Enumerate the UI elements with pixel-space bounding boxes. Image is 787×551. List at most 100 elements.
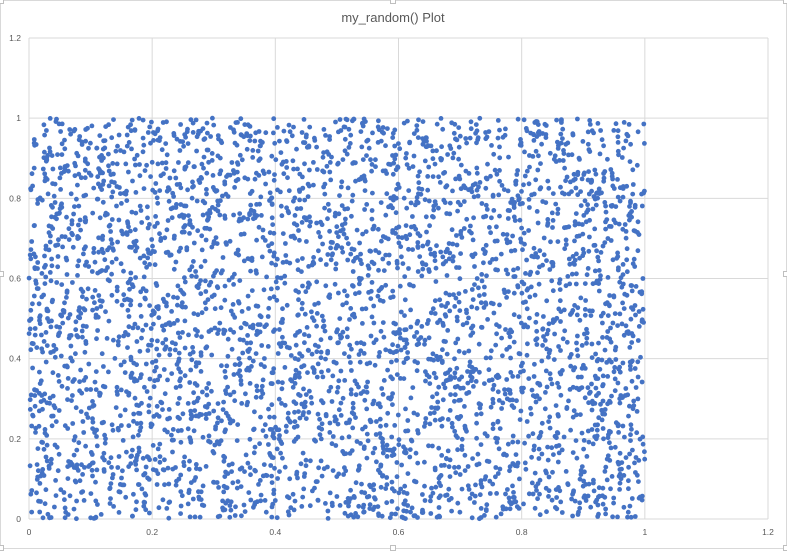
scatter-point[interactable]: [464, 216, 470, 222]
scatter-point[interactable]: [259, 343, 265, 348]
scatter-point[interactable]: [94, 196, 100, 202]
scatter-point[interactable]: [269, 215, 275, 221]
scatter-point[interactable]: [259, 254, 265, 260]
scatter-point[interactable]: [336, 378, 342, 384]
scatter-point[interactable]: [77, 478, 83, 484]
scatter-point[interactable]: [260, 428, 266, 433]
scatter-point[interactable]: [523, 466, 529, 472]
scatter-point[interactable]: [314, 167, 320, 172]
scatter-point[interactable]: [239, 401, 245, 406]
scatter-point[interactable]: [166, 481, 172, 487]
scatter-point[interactable]: [275, 125, 280, 130]
scatter-point[interactable]: [161, 367, 167, 372]
scatter-point[interactable]: [566, 398, 571, 404]
scatter-point[interactable]: [415, 428, 420, 433]
scatter-point[interactable]: [256, 173, 262, 178]
scatter-point[interactable]: [383, 347, 389, 353]
scatter-point[interactable]: [348, 132, 354, 138]
scatter-point[interactable]: [178, 376, 183, 382]
scatter-point[interactable]: [408, 324, 414, 330]
scatter-point[interactable]: [106, 151, 111, 157]
scatter-point[interactable]: [161, 327, 167, 333]
scatter-point[interactable]: [57, 165, 63, 171]
scatter-point[interactable]: [463, 168, 469, 174]
scatter-point[interactable]: [612, 444, 618, 450]
scatter-point[interactable]: [615, 267, 621, 273]
scatter-point[interactable]: [44, 400, 50, 406]
scatter-point[interactable]: [385, 367, 390, 373]
scatter-point[interactable]: [364, 406, 370, 412]
scatter-point[interactable]: [462, 452, 468, 458]
scatter-point[interactable]: [325, 348, 331, 354]
scatter-point[interactable]: [550, 263, 556, 269]
scatter-point[interactable]: [337, 316, 343, 321]
scatter-point[interactable]: [65, 397, 70, 402]
scatter-point[interactable]: [366, 145, 372, 151]
scatter-point[interactable]: [581, 213, 587, 218]
scatter-point[interactable]: [495, 135, 501, 141]
scatter-point[interactable]: [438, 116, 444, 121]
scatter-point[interactable]: [76, 258, 82, 264]
scatter-point[interactable]: [303, 215, 308, 221]
scatter-point[interactable]: [191, 400, 197, 406]
scatter-point[interactable]: [558, 348, 563, 353]
scatter-point[interactable]: [514, 463, 520, 469]
scatter-point[interactable]: [515, 374, 521, 379]
scatter-point[interactable]: [57, 175, 63, 181]
scatter-point[interactable]: [394, 261, 400, 266]
scatter-point[interactable]: [601, 436, 606, 442]
scatter-point[interactable]: [495, 419, 501, 425]
scatter-point[interactable]: [423, 262, 429, 268]
scatter-point[interactable]: [383, 422, 389, 428]
scatter-point[interactable]: [396, 141, 401, 147]
scatter-point[interactable]: [222, 507, 228, 513]
scatter-point[interactable]: [528, 405, 533, 411]
scatter-point[interactable]: [304, 239, 309, 244]
scatter-point[interactable]: [260, 168, 266, 174]
scatter-point[interactable]: [371, 303, 377, 309]
scatter-point[interactable]: [56, 451, 62, 457]
scatter-point[interactable]: [282, 340, 288, 346]
scatter-point[interactable]: [600, 501, 606, 507]
scatter-point[interactable]: [558, 184, 563, 190]
scatter-point[interactable]: [163, 322, 169, 328]
scatter-point[interactable]: [497, 168, 502, 173]
scatter-point[interactable]: [204, 225, 210, 231]
scatter-point[interactable]: [468, 119, 474, 125]
scatter-point[interactable]: [257, 478, 263, 483]
scatter-point[interactable]: [610, 203, 615, 208]
scatter-point[interactable]: [173, 259, 179, 265]
scatter-point[interactable]: [209, 294, 215, 299]
scatter-point[interactable]: [448, 374, 453, 379]
scatter-point[interactable]: [128, 128, 134, 134]
scatter-point[interactable]: [297, 415, 303, 421]
scatter-point[interactable]: [464, 320, 470, 326]
scatter-point[interactable]: [74, 498, 79, 504]
scatter-point[interactable]: [174, 478, 179, 484]
scatter-point[interactable]: [626, 486, 631, 492]
scatter-point[interactable]: [587, 234, 592, 240]
scatter-point[interactable]: [69, 218, 75, 224]
scatter-point[interactable]: [167, 347, 173, 352]
scatter-point[interactable]: [64, 163, 70, 169]
scatter-point[interactable]: [206, 438, 211, 444]
scatter-point[interactable]: [325, 201, 331, 207]
scatter-point[interactable]: [642, 141, 647, 146]
scatter-point[interactable]: [555, 239, 561, 245]
scatter-point[interactable]: [80, 472, 85, 477]
scatter-point[interactable]: [213, 424, 219, 430]
scatter-point[interactable]: [270, 433, 276, 439]
scatter-point[interactable]: [627, 211, 633, 217]
scatter-point[interactable]: [342, 465, 347, 471]
scatter-point[interactable]: [457, 509, 463, 515]
scatter-point[interactable]: [562, 246, 568, 252]
scatter-point[interactable]: [488, 404, 494, 410]
scatter-point[interactable]: [601, 171, 606, 176]
scatter-point[interactable]: [115, 392, 120, 397]
scatter-point[interactable]: [191, 428, 197, 434]
scatter-point[interactable]: [410, 247, 415, 253]
scatter-point[interactable]: [519, 320, 524, 326]
scatter-point[interactable]: [249, 364, 254, 369]
scatter-point[interactable]: [402, 274, 408, 279]
scatter-point[interactable]: [543, 390, 548, 395]
